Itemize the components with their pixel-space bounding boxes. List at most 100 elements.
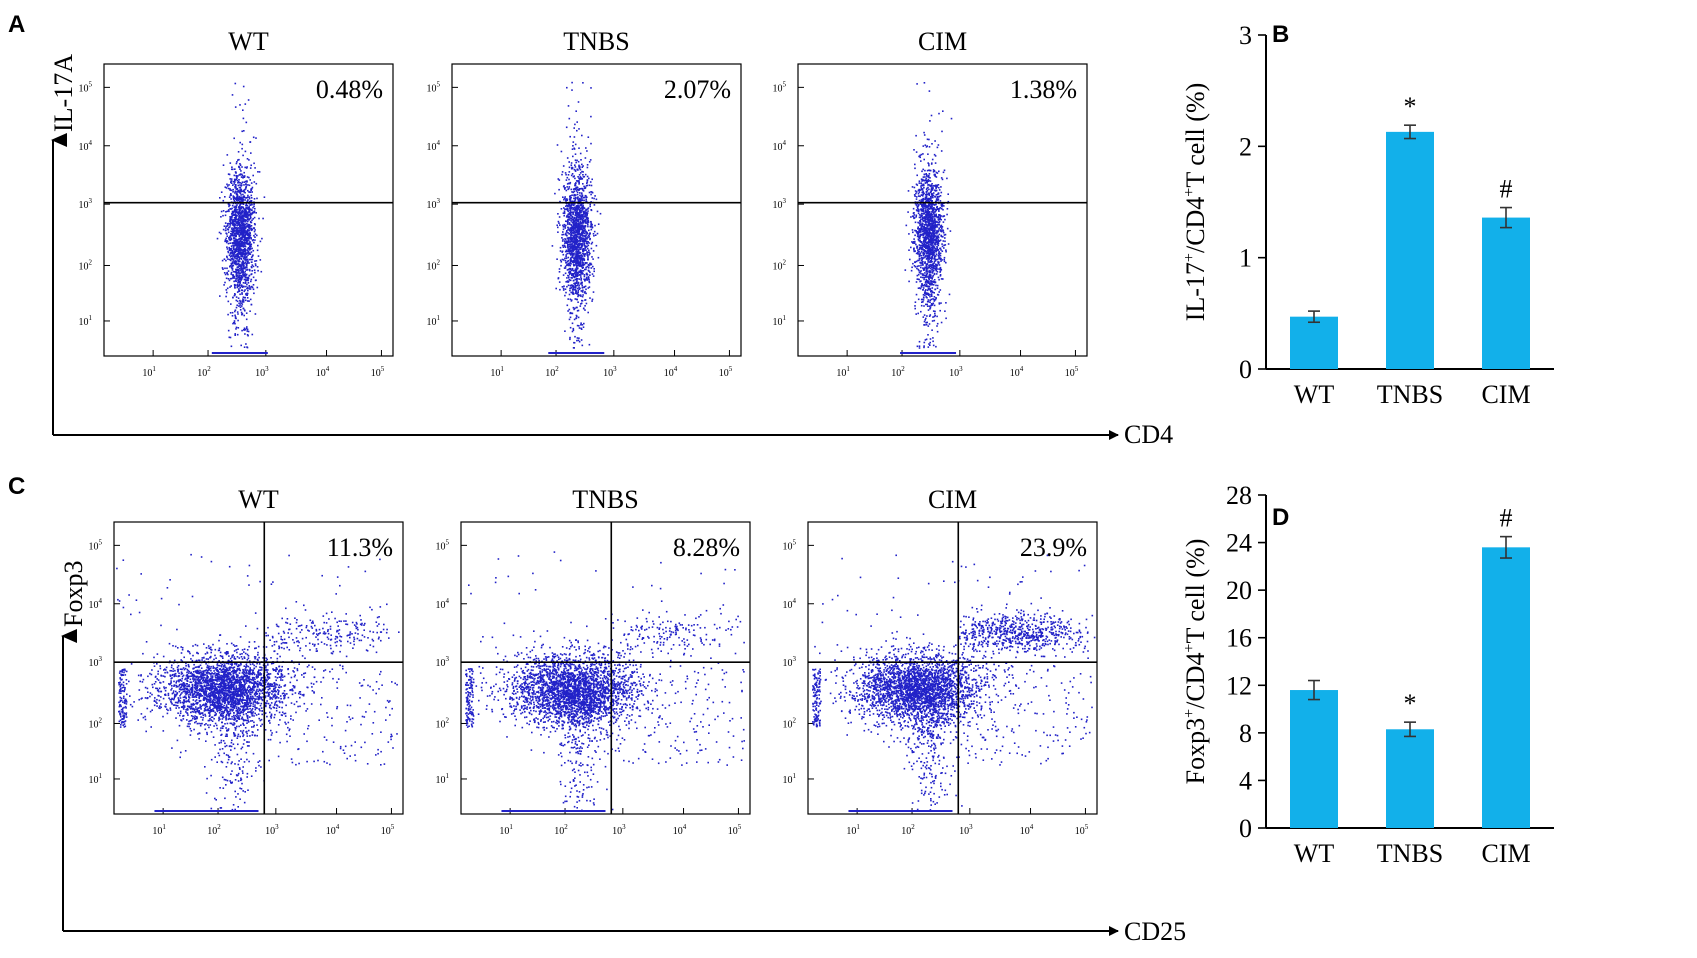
event-dot (254, 279, 257, 282)
event-dot (230, 178, 233, 180)
event-dot (231, 315, 234, 317)
event-dot (574, 292, 577, 294)
event-dot (256, 249, 259, 252)
event-dot (561, 258, 564, 261)
event-dot (925, 274, 928, 277)
event-dot (924, 230, 926, 232)
event-dot (232, 264, 235, 267)
y-tick-label: 103 (427, 197, 441, 211)
event-dot (585, 302, 588, 305)
event-dot (225, 225, 228, 228)
event-dot (919, 195, 921, 198)
event-dot (248, 300, 250, 302)
event-dot (243, 208, 246, 211)
event-dot (936, 315, 938, 318)
event-dot (915, 204, 918, 206)
event-dot (579, 228, 582, 231)
event-dot (593, 230, 596, 233)
event-dot (241, 202, 243, 205)
event-dot (559, 224, 561, 226)
event-dot (239, 299, 241, 302)
event-dot (584, 214, 586, 216)
event-dot (587, 210, 589, 212)
event-dot (937, 294, 940, 296)
event-dot (564, 294, 566, 297)
event-dot (915, 281, 918, 283)
event-dot (239, 260, 241, 263)
event-dot (581, 299, 583, 302)
event-dot (932, 227, 934, 229)
plot-title: WT (228, 27, 269, 56)
event-dot (923, 305, 925, 307)
event-dot (580, 322, 582, 324)
event-dot (241, 227, 244, 229)
event-dot (561, 173, 563, 176)
event-dot (579, 234, 582, 236)
event-dot (236, 304, 238, 307)
event-dot (247, 184, 249, 186)
event-dot (575, 314, 578, 317)
event-dot (589, 203, 591, 206)
event-dot (945, 249, 947, 251)
event-dot (249, 167, 252, 169)
event-dot (240, 244, 243, 246)
event-dot (239, 141, 241, 144)
event-dot (914, 250, 916, 252)
event-dot (248, 226, 250, 228)
event-dot (580, 192, 583, 194)
event-dot (572, 141, 575, 143)
event-dot (918, 347, 921, 349)
event-dot (939, 247, 941, 250)
event-dot (558, 188, 560, 191)
event-dot (560, 264, 562, 267)
event-dot (921, 191, 923, 194)
event-dot (229, 222, 232, 225)
event-dot (591, 226, 594, 229)
event-dot (923, 228, 926, 230)
event-dot (583, 257, 585, 260)
event-dot (583, 242, 585, 245)
event-dot (248, 258, 251, 261)
event-dot (586, 236, 589, 238)
event-dot (944, 233, 947, 236)
y-tick-label: 102 (427, 258, 441, 272)
event-dot (241, 276, 243, 278)
event-dot (233, 277, 235, 279)
event-dot (929, 198, 931, 200)
event-dot (565, 281, 567, 283)
event-dot (250, 286, 253, 288)
event-dot (557, 213, 559, 215)
event-dot (569, 195, 572, 197)
event-dot (247, 230, 249, 232)
event-dot (920, 153, 923, 156)
event-dot (576, 193, 579, 196)
event-dot (565, 199, 567, 201)
event-dot (259, 240, 262, 243)
event-dot (582, 252, 584, 255)
event-dot (576, 244, 579, 246)
event-dot (236, 193, 239, 196)
x-tick-exponent: 5 (391, 823, 395, 831)
event-dot (916, 205, 919, 208)
event-dot (236, 245, 239, 247)
event-dot (581, 209, 583, 211)
event-dot (579, 261, 582, 264)
event-dot (586, 181, 589, 183)
x-tick-exponent: 3 (265, 365, 269, 373)
event-dot (239, 269, 241, 272)
event-dot (236, 161, 238, 163)
event-dot (584, 246, 587, 249)
event-dot (242, 215, 245, 217)
event-dot (242, 249, 245, 251)
event-dot (233, 230, 235, 233)
event-dot (235, 206, 237, 209)
event-dot (583, 259, 586, 262)
event-dot (585, 276, 588, 279)
y-tick-label: 104 (89, 597, 103, 611)
event-dot (586, 245, 588, 248)
event-dot (563, 214, 565, 217)
x-tick-label: 102 (545, 365, 559, 379)
event-dot (243, 235, 245, 237)
event-dot (935, 253, 938, 255)
event-dot (239, 287, 241, 289)
